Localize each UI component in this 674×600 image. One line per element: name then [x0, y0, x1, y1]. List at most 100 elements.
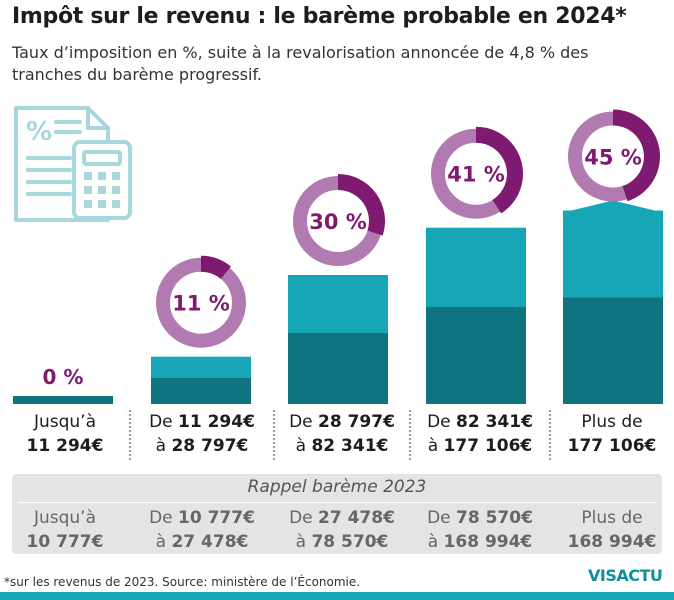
bracket-amount: 10 777€ — [26, 532, 104, 552]
bracket-2024-2-line1: De 11 294€ — [130, 410, 274, 434]
bracket-amount: 27 478€ — [171, 532, 249, 552]
bracket-2023-1-line1: Jusqu’à — [0, 506, 130, 530]
bracket-2024-3: De 28 797€ à 82 341€ — [274, 410, 410, 458]
brackets-2023-row: Jusqu’à 10 777€ De 10 777€ à 27 478€ De 27 4… — [0, 506, 674, 554]
bracket-2024-1: Jusqu’à 11 294€ — [0, 410, 130, 458]
bracket-2024-5-line1: Plus de — [550, 410, 674, 434]
visactu-logo: VISACTU — [588, 566, 663, 585]
bracket-2024-5: Plus de 177 106€ — [550, 410, 674, 458]
value-label-3: 30 % — [309, 210, 367, 234]
bracket-2023-2-line1: De 10 777€ — [130, 506, 274, 530]
chart-title: Impôt sur le revenu : le barème probable… — [12, 4, 627, 29]
donut-2-slice — [201, 255, 231, 279]
bracket-2024-2-line2: à 28 797€ — [130, 434, 274, 458]
bracket-2023-3-line2: à 78 570€ — [274, 530, 410, 554]
bottom-bar — [0, 592, 674, 600]
bracket-prefix: Plus de — [581, 412, 643, 432]
column-separator — [549, 410, 551, 460]
bracket-amount: 11 294€ — [178, 412, 255, 432]
bracket-prefix: Plus de — [581, 508, 643, 528]
bracket-2024-1-line1: Jusqu’à — [0, 410, 130, 434]
tax-calculator-icon: % — [14, 106, 132, 222]
value-label-5: 45 % — [584, 146, 642, 170]
svg-text:%: % — [26, 117, 52, 147]
bracket-prefix: à — [295, 436, 312, 456]
bracket-2023-3-line1: De 27 478€ — [274, 506, 410, 530]
bracket-amount: 28 797€ — [171, 436, 249, 456]
bracket-amount: 27 478€ — [318, 508, 395, 528]
bracket-2023-5-line2: 168 994€ — [550, 530, 674, 554]
bracket-amount: 78 570€ — [456, 508, 533, 528]
bracket-2024-1-line2: 11 294€ — [0, 434, 130, 458]
bracket-prefix: Jusqu’à — [33, 412, 97, 432]
bar-3 — [288, 275, 388, 404]
bracket-2023-1-line2: 10 777€ — [0, 530, 130, 554]
bar-2 — [151, 356, 251, 404]
donut-4-slice — [476, 126, 523, 214]
footnote: *sur les revenus de 2023. Source: minist… — [4, 575, 361, 589]
bracket-2024-5-line2: 177 106€ — [550, 434, 674, 458]
bracket-2023-4: De 78 570€ à 168 994€ — [410, 506, 550, 554]
bracket-prefix: à — [155, 532, 172, 552]
bracket-2024-3-line1: De 28 797€ — [274, 410, 410, 434]
bracket-2024-4: De 82 341€ à 177 106€ — [410, 410, 550, 458]
bar-4 — [426, 227, 526, 404]
recall-panel — [12, 474, 662, 554]
bracket-2024-2: De 11 294€ à 28 797€ — [130, 410, 274, 458]
bracket-amount: 78 570€ — [311, 532, 389, 552]
donut-4: 41 % — [431, 126, 523, 219]
bracket-amount: 11 294€ — [26, 436, 104, 456]
bracket-prefix: De — [289, 508, 319, 528]
bracket-prefix: De — [149, 412, 179, 432]
bracket-2023-3: De 27 478€ à 78 570€ — [274, 506, 410, 554]
bracket-amount: 82 341€ — [311, 436, 389, 456]
bracket-amount: 168 994€ — [567, 532, 657, 552]
bracket-prefix: De — [149, 508, 179, 528]
column-separator — [129, 410, 131, 460]
bracket-amount: 177 106€ — [443, 436, 533, 456]
column-separator — [273, 410, 275, 460]
bracket-2023-5-line1: Plus de — [550, 506, 674, 530]
bracket-2023-5: Plus de 168 994€ — [550, 506, 674, 554]
bracket-prefix: De — [289, 412, 319, 432]
bracket-prefix: à — [427, 532, 444, 552]
bracket-amount: 28 797€ — [318, 412, 395, 432]
bar-chart: % 0 % 11 % 30 % 41 % 45 % — [13, 106, 663, 404]
bracket-2023-2: De 10 777€ à 27 478€ — [130, 506, 274, 554]
bracket-2023-1: Jusqu’à 10 777€ — [0, 506, 130, 554]
bracket-prefix: De — [427, 412, 457, 432]
bar-1-base — [13, 396, 113, 404]
brackets-2024-row: Jusqu’à 11 294€ De 11 294€ à 28 797€ De 28 7… — [0, 410, 674, 458]
recall-title: Rappel barème 2023 — [247, 477, 427, 497]
bracket-2023-4-line1: De 78 570€ — [410, 506, 550, 530]
bracket-amount: 177 106€ — [567, 436, 657, 456]
value-label-4: 41 % — [447, 163, 505, 187]
donut-2: 11 % — [156, 255, 246, 348]
donut-3: 30 % — [293, 174, 385, 266]
bar-4-base — [426, 307, 526, 404]
bar-1 — [13, 396, 113, 404]
bar-3-base — [288, 333, 388, 404]
bracket-prefix: à — [155, 436, 172, 456]
donut-3-slice — [338, 174, 385, 236]
bracket-amount: 168 994€ — [443, 532, 533, 552]
donut-5: 45 % — [568, 109, 660, 202]
bracket-prefix: à — [295, 532, 312, 552]
chart-subtitle: Taux d’imposition en %, suite à la reval… — [12, 43, 589, 84]
bracket-2023-4-line2: à 168 994€ — [410, 530, 550, 554]
column-separator — [409, 410, 411, 460]
bracket-2024-3-line2: à 82 341€ — [274, 434, 410, 458]
bar-5 — [563, 200, 663, 404]
bracket-2024-4-line2: à 177 106€ — [410, 434, 550, 458]
bracket-prefix: De — [427, 508, 457, 528]
bracket-prefix: Jusqu’à — [33, 508, 97, 528]
value-label-1: 0 % — [43, 365, 84, 389]
recall-divider — [18, 502, 656, 503]
value-label-2: 11 % — [172, 292, 230, 316]
bracket-prefix: à — [427, 436, 444, 456]
bracket-amount: 10 777€ — [178, 508, 255, 528]
bar-2-base — [151, 377, 251, 404]
bar-5-roof — [563, 200, 663, 213]
bracket-2024-4-line1: De 82 341€ — [410, 410, 550, 434]
donut-5-slice — [613, 109, 660, 202]
